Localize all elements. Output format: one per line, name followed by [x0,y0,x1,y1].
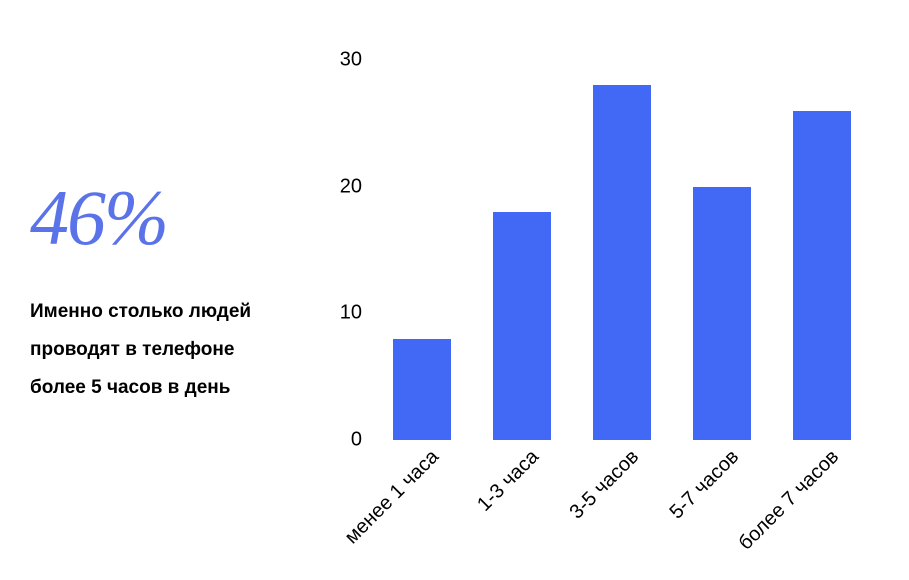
stat-caption: Именно столько людей проводят в телефоне… [30,293,290,407]
x-tick-label: 5-7 часов [660,440,744,524]
infographic-container: 46% Именно столько людей проводят в теле… [0,0,909,580]
chart-bar [493,212,551,440]
chart-bar [693,187,751,440]
y-tick-label: 10 [340,302,372,325]
x-tick-label: более 7 часов [729,440,844,555]
x-tick-label: 1-3 часа [467,440,543,516]
y-tick-label: 30 [340,49,372,72]
chart-bar [793,111,851,440]
y-tick-label: 0 [351,429,372,452]
stat-panel: 46% Именно столько людей проводят в теле… [0,0,310,580]
chart-bar [393,339,451,440]
chart-panel: 0 10 20 30 менее 1 часа 1-3 часа3-5 часов5-7 … [310,0,909,580]
x-tick-label: 3-5 часов [560,440,644,524]
y-tick-label: 20 [340,175,372,198]
chart-area: 0 10 20 30 менее 1 часа 1-3 часа3-5 часов5-7 … [310,30,879,550]
x-tick-label: менее 1 часа [335,440,444,549]
stat-value: 46% [30,173,290,263]
chart-bar [593,85,651,440]
chart-plot: 0102030менее 1 часа1-3 часа3-5 часов5-7 … [372,60,872,440]
